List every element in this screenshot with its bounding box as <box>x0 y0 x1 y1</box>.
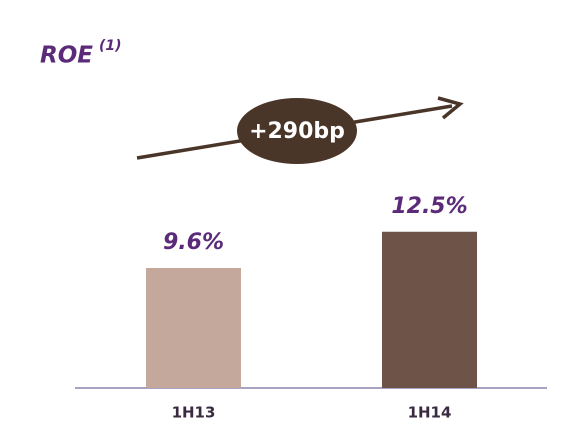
bar <box>146 268 241 388</box>
value-label: 12.5% <box>391 194 467 219</box>
annotation-bubble <box>237 98 357 164</box>
title-superscript: (1) <box>99 38 122 54</box>
annotation: +290bp <box>249 119 345 144</box>
value-label: 9.6% <box>163 230 224 255</box>
arrow-head <box>437 96 464 120</box>
chart-title: ROE <box>40 43 93 69</box>
x-tick-label: 1H14 <box>408 404 452 422</box>
x-tick-label: 1H13 <box>172 404 216 422</box>
bar <box>382 231 477 388</box>
